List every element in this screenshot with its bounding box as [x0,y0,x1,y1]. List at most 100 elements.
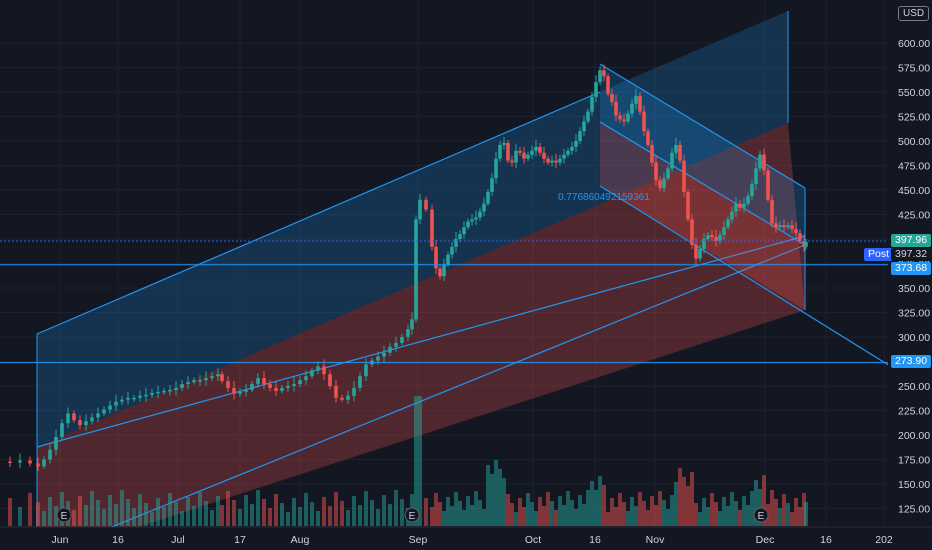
price-tick-label: 125.00 [898,504,930,516]
earnings-marker-label: E [409,511,416,522]
candle-body [268,384,272,388]
volume-bar [150,512,154,526]
candle-body [582,121,586,132]
price-axis-bg [888,0,932,550]
candle-body [220,374,224,382]
volume-bar [554,510,558,526]
price-tick-label: 350.00 [898,283,930,295]
time-tick-label: Jun [52,534,69,546]
price-tick-label: 225.00 [898,406,930,418]
candle-body [174,387,178,390]
volume-bar [216,496,220,526]
price-tick-label: 525.00 [898,112,930,124]
volume-bar [286,512,290,526]
price-tag: 273.90 [891,355,932,368]
volume-bar [710,493,714,526]
candle-body [340,397,344,400]
channel-bottom-line [59,244,806,549]
candle-body [586,111,590,122]
volume-bar [238,509,242,526]
volume-bar [738,510,742,526]
price-axis[interactable]: 600.00 575.00 550.00 525.00 500.00 475.00 450.… [888,0,932,550]
candle-body [474,217,478,220]
channel-annotation: 0.776860492159361 [558,192,650,203]
volume-bar [722,497,726,526]
candle-body [642,111,646,132]
candle-body [84,421,88,426]
volume-bar [794,498,798,526]
candle-body [750,184,754,196]
time-tick-label: Dec [756,534,775,546]
candle-body [550,160,554,163]
volume-bar [316,511,320,526]
volume-bar [534,511,538,526]
candle-body [682,160,686,192]
candle-body [510,160,514,163]
volume-bar [474,491,478,526]
volume-bar [558,496,562,526]
volume-bar [28,493,32,526]
candle-body [798,233,802,241]
candle-body [738,203,742,208]
volume-bar [78,496,82,526]
currency-label[interactable]: USD [898,6,930,21]
volume-bar [84,505,88,526]
candle-body [758,154,762,169]
price-tag-label: Post [864,248,894,261]
volume-bar [268,508,272,526]
volume-bar [774,499,778,526]
volume-bar [650,496,654,526]
volume-bar [522,507,526,526]
price-tick-label: 150.00 [898,479,930,491]
candle-body [658,180,662,189]
candle-body [804,241,808,247]
volume-bar [8,498,12,526]
volume-bar [346,510,350,526]
volume-bar [232,500,236,526]
volume-bar [530,502,534,526]
candle-body [626,113,630,122]
candle-body [162,390,166,393]
candle-body [310,370,314,377]
price-tick-label: 300.00 [898,332,930,344]
candle-body [198,380,202,382]
candle-body [602,70,606,77]
candle-body [630,103,634,114]
candle-body [394,342,398,347]
channel2-mid-line [599,121,806,246]
candle-body [530,150,534,155]
candle-body [262,378,266,385]
volume-bar [186,497,190,526]
candle-body [514,150,518,163]
volume-bar [598,476,602,526]
volume-bar [36,502,40,526]
regression-channels [36,11,891,550]
chart-grid [0,0,888,526]
candle-body [774,223,778,228]
volume-bar [298,507,302,526]
volume-bar [550,501,554,526]
volume-bar [250,504,254,526]
volume-bar [364,491,368,526]
volume-bar [634,506,638,526]
volume-bar [626,511,630,526]
volume-bar [686,486,690,526]
volume-bar [72,510,76,526]
candle-body [470,219,474,222]
volume-bar [666,509,670,526]
volume-bar [414,396,418,526]
volume-bar [180,511,184,526]
candle-body [274,387,278,391]
channel-mid-line [36,235,806,448]
candle-body [18,460,22,463]
candle-body [622,119,626,122]
candle-body [292,384,296,386]
candle-body [478,211,482,218]
candle-body [722,227,726,236]
time-axis[interactable]: Jun 16 Jul 17 Aug Sep Oct 16 Nov Dec 16 202 [0,526,932,550]
volume-bar [280,503,284,526]
candle-body [554,160,558,163]
volume-bar [470,505,474,526]
candle-body [180,384,184,388]
